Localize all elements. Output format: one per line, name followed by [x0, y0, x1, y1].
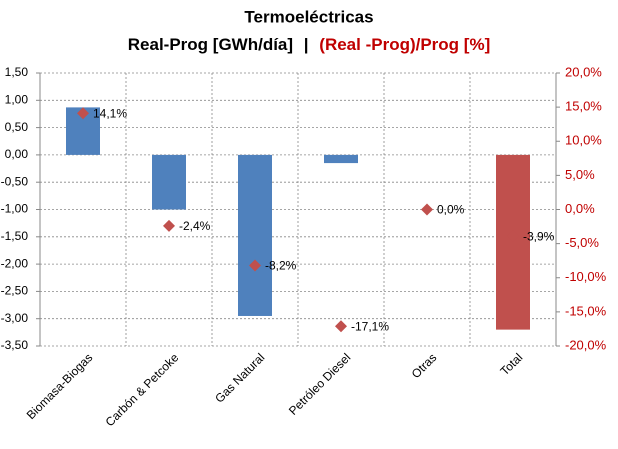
x-tick-label: Petróleo Diesel [286, 350, 353, 417]
x-tick-label: Carbón & Petcoke [103, 350, 182, 429]
y-tick-label: -2,50 [1, 284, 29, 298]
data-label: -3,9% [523, 229, 555, 243]
chart-title: Termoeléctricas [244, 7, 373, 26]
y2-tick-label: 20,0% [565, 64, 602, 79]
y2-tick-label: 0,0% [565, 201, 595, 216]
y2-tick-label: 10,0% [565, 133, 602, 148]
subtitle: Real-Prog [GWh/día] | (Real -Prog)/Prog … [128, 35, 490, 54]
y2-tick-label: 15,0% [565, 99, 602, 114]
data-label: 0,0% [437, 203, 465, 217]
y-tick-label: -1,50 [1, 229, 29, 243]
y2-tick-label: -20,0% [565, 337, 607, 352]
y-axis-title: Real-Prog [GWh/día] [128, 35, 293, 54]
y-tick-label: 1,50 [5, 65, 29, 79]
x-tick-label: Biomasa-Biogas [24, 350, 96, 422]
marker [335, 320, 347, 333]
y2-axis-title: (Real -Prog)/Prog [%] [319, 35, 490, 54]
data-label: -8,2% [265, 259, 297, 273]
y-tick-label: 1,00 [5, 92, 29, 106]
y2-tick-label: -10,0% [565, 269, 607, 284]
y2-tick-label: 5,0% [565, 167, 595, 182]
y-tick-label: -2,00 [1, 256, 29, 270]
marker [163, 219, 175, 232]
y-tick-label: -3,50 [1, 338, 29, 352]
marker [421, 203, 433, 216]
data-label: 14,1% [93, 106, 127, 120]
y2-tick-label: -5,0% [565, 235, 599, 250]
data-label: -17,1% [351, 319, 389, 333]
bar [496, 154, 530, 330]
marker [249, 259, 261, 272]
marker [507, 230, 519, 243]
marker [77, 107, 89, 120]
x-tick-label: Gas Natural [212, 350, 267, 405]
x-tick-label: Total [498, 350, 526, 378]
bar [324, 154, 358, 164]
bar [152, 154, 186, 210]
separator: | [304, 35, 309, 54]
y2-tick-label: -15,0% [565, 303, 607, 318]
y-tick-label: -1,00 [1, 202, 29, 216]
y-tick-label: 0,00 [5, 147, 29, 161]
y-tick-label: -3,00 [1, 311, 29, 325]
data-label: -2,4% [179, 219, 211, 233]
y-tick-label: 0,50 [5, 120, 29, 134]
x-tick-label: Otras [409, 350, 440, 381]
y-tick-label: -0,50 [1, 174, 29, 188]
bar [238, 154, 272, 316]
